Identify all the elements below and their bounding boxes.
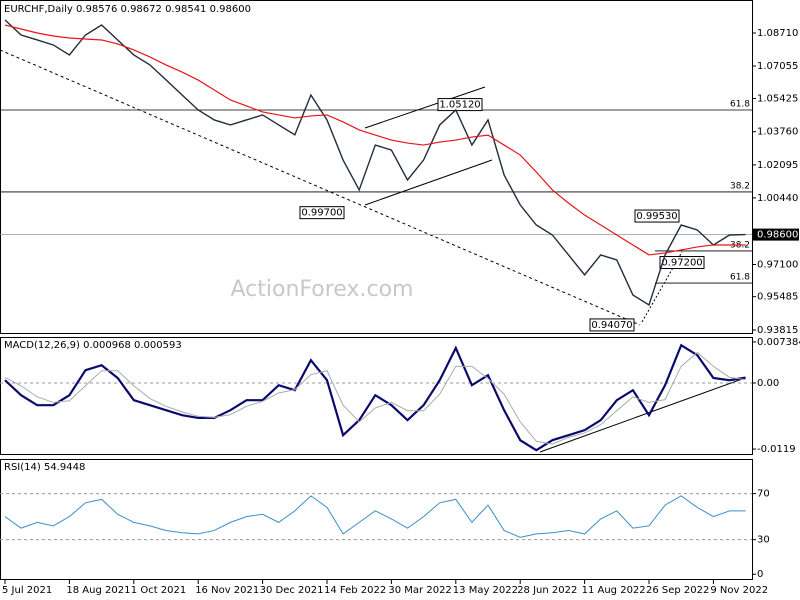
y-tick-label: 1.00440 bbox=[757, 193, 798, 204]
x-tick-label: 16 Nov 2021 bbox=[195, 585, 259, 596]
channel-line bbox=[364, 86, 486, 129]
trend-line bbox=[641, 251, 683, 323]
y-tick-label: 0.007384 bbox=[757, 337, 800, 348]
annotation-label: 0.99530 bbox=[636, 211, 677, 222]
x-tick-label: 9 Nov 2022 bbox=[710, 585, 768, 596]
x-tick-label: 28 Jun 2022 bbox=[517, 585, 577, 596]
x-tick-label: 5 Jul 2021 bbox=[2, 585, 52, 596]
y-tick-label: 1.03760 bbox=[757, 127, 798, 138]
annotation-box bbox=[299, 206, 345, 220]
x-tick-label: 26 Sep 2022 bbox=[646, 585, 709, 596]
series-line bbox=[4, 351, 746, 445]
series-line bbox=[4, 19, 746, 307]
x-tick-label: 30 Mar 2022 bbox=[388, 585, 451, 596]
annotation-box bbox=[634, 209, 680, 223]
y-tick-label: 1.08710 bbox=[757, 28, 798, 39]
series-line bbox=[4, 24, 746, 256]
annotation-label: 0.99700 bbox=[301, 208, 342, 219]
last-price-label: 0.98600 bbox=[757, 230, 798, 241]
watermark: ActionForex.com bbox=[231, 277, 414, 302]
annotation-box bbox=[659, 256, 705, 270]
rsi-pane bbox=[0, 459, 753, 580]
y-tick-label: 30 bbox=[757, 535, 770, 546]
channel-line bbox=[364, 159, 493, 206]
rsi-header: RSI(14) 54.9448 bbox=[4, 462, 85, 473]
macd-trend-line bbox=[539, 377, 746, 453]
fib-label: 61.8 bbox=[730, 99, 750, 109]
series-line bbox=[4, 343, 746, 452]
y-tick-label: 70 bbox=[757, 489, 770, 500]
y-tick-label: 0.93815 bbox=[757, 325, 798, 336]
price-header: EURCHF,Daily 0.98576 0.98672 0.98541 0.9… bbox=[4, 4, 251, 15]
y-tick-label: 1.07055 bbox=[757, 61, 798, 72]
annotation-box bbox=[589, 318, 635, 332]
x-tick-label: 13 May 2022 bbox=[453, 585, 518, 596]
annotation-label: 1.05120 bbox=[439, 100, 480, 111]
y-tick-label: 0.00 bbox=[757, 378, 779, 389]
x-tick-label: 1 Oct 2021 bbox=[131, 585, 186, 596]
y-tick-label: -0.0119 bbox=[757, 444, 796, 455]
last-price-box bbox=[753, 228, 799, 241]
x-tick-label: 18 Aug 2021 bbox=[66, 585, 130, 596]
annotation-label: 0.94070 bbox=[591, 320, 632, 331]
y-tick-label: 1.02095 bbox=[757, 160, 798, 171]
trend-line bbox=[0, 49, 641, 326]
fib-label: 61.8 bbox=[730, 273, 750, 283]
price-pane bbox=[0, 0, 753, 334]
x-tick-label: 14 Feb 2022 bbox=[324, 585, 386, 596]
y-tick-label: 1.05425 bbox=[757, 94, 798, 105]
y-tick-label: 0 bbox=[757, 569, 763, 580]
x-tick-label: 11 Aug 2022 bbox=[582, 585, 646, 596]
fib-label: 38.2 bbox=[730, 181, 750, 191]
series-line bbox=[4, 495, 746, 538]
annotation-label: 0.97200 bbox=[661, 258, 702, 269]
macd-header: MACD(12,26,9) 0.000968 0.000593 bbox=[4, 340, 182, 351]
x-tick-label: 30 Dec 2021 bbox=[260, 585, 324, 596]
annotation-box bbox=[437, 98, 483, 112]
y-tick-label: 0.97100 bbox=[757, 260, 798, 271]
y-tick-label: 0.95485 bbox=[757, 292, 798, 303]
